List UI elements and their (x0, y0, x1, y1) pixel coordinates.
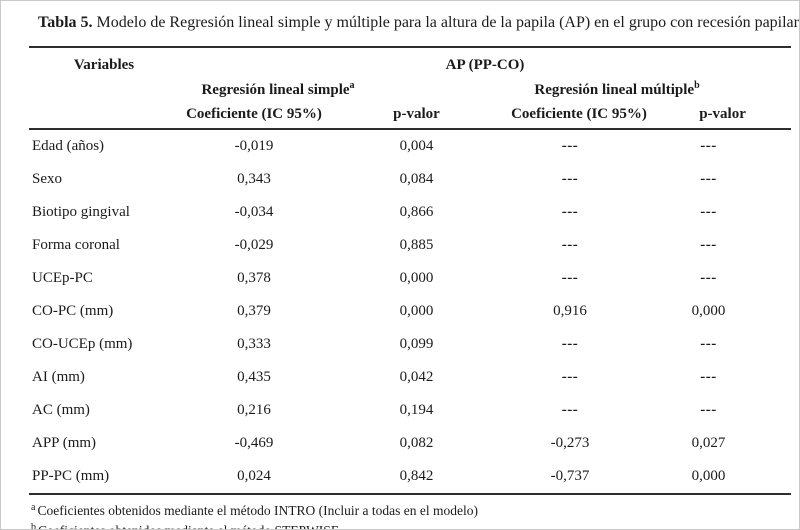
simple-pvalue-cell: 0,082 (399, 435, 434, 451)
simple-pvalue-cell: 0,000 (399, 303, 434, 319)
simple-coef-cell: 0,378 (237, 270, 271, 286)
empty-header-cell (29, 102, 179, 129)
footnote-a: a Coeficientes obtenidos mediante el méto… (31, 501, 799, 519)
table-title-label: Tabla 5. (38, 14, 93, 31)
col-header-pvalue-multiple: p-valor (699, 105, 746, 122)
table-row-ai: AI (mm) 0,435 0,042 --- --- (29, 361, 791, 394)
table-row-sexo: Sexo 0,343 0,084 --- --- (29, 163, 791, 196)
multiple-pvalue-cell: --- (700, 369, 717, 385)
multiple-pvalue-cell: --- (700, 402, 717, 418)
variable-cell: CO-PC (mm) (32, 303, 114, 319)
group-header-simple: Regresión lineal simplea (179, 78, 504, 102)
variable-cell: AC (mm) (32, 402, 90, 418)
simple-coef-cell: 0,216 (237, 402, 271, 418)
simple-pvalue-cell: 0,042 (399, 369, 434, 385)
multiple-pvalue-cell: 0,027 (691, 435, 726, 451)
simple-pvalue-cell: 0,866 (399, 204, 434, 220)
table-header: Variables AP (PP-CO) Regresión lineal si… (29, 47, 792, 129)
variable-cell: PP-PC (mm) (32, 468, 110, 484)
simple-coef-cell: 0,379 (237, 303, 271, 319)
table-row-ucep-pc: UCEp-PC 0,378 0,000 --- --- (29, 262, 791, 295)
col-header-pvalue-simple: p-valor (393, 105, 440, 122)
simple-coef-cell: 0,333 (237, 336, 271, 352)
multiple-coef-cell: --- (561, 402, 579, 418)
footnote-a-sup: a (31, 501, 36, 513)
empty-header-cell (29, 78, 179, 102)
multiple-coef-cell: --- (561, 369, 579, 385)
group-header-simple-label: Regresión lineal simple (201, 81, 350, 98)
simple-coef-cell: 0,435 (237, 369, 271, 385)
variable-cell: Edad (años) (32, 138, 105, 154)
variable-cell: CO-UCEp (mm) (32, 336, 133, 352)
simple-pvalue-cell: 0,885 (399, 237, 434, 253)
multiple-pvalue-cell: 0,000 (691, 303, 726, 319)
multiple-coef-cell: --- (561, 237, 579, 253)
group-header-multiple-label: Regresión lineal múltiple (534, 81, 695, 98)
multiple-pvalue-cell: --- (700, 171, 717, 187)
table-row-edad: Edad (años) -0,019 0,004 --- --- (29, 129, 791, 163)
table-row-app: APP (mm) -0,469 0,082 -0,273 0,027 (29, 427, 791, 460)
variable-cell: Forma coronal (32, 237, 120, 253)
variable-cell: UCEp-PC (32, 270, 93, 286)
simple-pvalue-cell: 0,842 (399, 468, 434, 484)
multiple-pvalue-cell: --- (700, 237, 717, 253)
footnote-b-sup: b (31, 521, 36, 530)
group-header-multiple-sup: b (694, 79, 700, 91)
variable-cell: APP (mm) (32, 435, 97, 451)
table-row-forma-coronal: Forma coronal -0,029 0,885 --- --- (29, 229, 791, 262)
group-header-multiple: Regresión lineal múltipleb (504, 78, 791, 102)
footnotes: a Coeficientes obtenidos mediante el méto… (31, 501, 799, 530)
multiple-coef-cell: --- (561, 171, 579, 187)
multiple-coef-cell: --- (561, 138, 579, 154)
multiple-coef-cell: --- (561, 204, 579, 220)
footnote-b-text: Coeficientes obtenidos mediante el métod… (38, 523, 339, 529)
table-title-text: Modelo de Regresión lineal simple y múlt… (92, 14, 799, 31)
multiple-pvalue-cell: --- (700, 138, 717, 154)
footnote-b: bCoeficientes obtenidos mediante el méto… (31, 521, 799, 530)
simple-coef-cell: 0,343 (237, 171, 271, 187)
simple-pvalue-cell: 0,004 (399, 138, 434, 154)
simple-coef-cell: 0,024 (237, 468, 271, 484)
multiple-pvalue-cell: --- (700, 204, 717, 220)
footnote-a-text: Coeficientes obtenidos mediante el métod… (37, 503, 478, 518)
col-header-coef-simple: Coeficiente (IC 95%) (186, 105, 322, 122)
simple-pvalue-cell: 0,099 (399, 336, 434, 352)
table-row-ac: AC (mm) 0,216 0,194 --- --- (29, 394, 791, 427)
span-header-ap-pp-co: AP (PP-CO) (445, 56, 525, 73)
multiple-coef-cell: --- (561, 270, 579, 286)
table-row-pp-pc: PP-PC (mm) 0,024 0,842 -0,737 0,000 (29, 460, 791, 494)
simple-coef-cell: -0,029 (234, 237, 274, 253)
variable-cell: Biotipo gingival (32, 204, 130, 220)
variable-cell: Sexo (32, 171, 62, 187)
simple-coef-cell: -0,469 (234, 435, 274, 451)
multiple-coef-cell: -0,737 (550, 468, 590, 484)
header-row-1: Variables AP (PP-CO) (29, 47, 791, 78)
table-title: Tabla 5. Modelo de Regresión lineal simp… (38, 13, 799, 33)
group-header-simple-sup: a (349, 79, 355, 91)
multiple-pvalue-cell: --- (700, 270, 717, 286)
simple-pvalue-cell: 0,000 (399, 270, 434, 286)
multiple-coef-cell: --- (561, 336, 579, 352)
multiple-pvalue-cell: --- (700, 336, 717, 352)
variable-cell: AI (mm) (32, 369, 85, 385)
simple-pvalue-cell: 0,194 (399, 402, 434, 418)
table-body: Edad (años) -0,019 0,004 --- --- Sexo 0,… (29, 129, 792, 494)
col-header-coef-multiple: Coeficiente (IC 95%) (511, 105, 647, 122)
multiple-coef-cell: 0,916 (553, 303, 587, 319)
regression-table: Variables AP (PP-CO) Regresión lineal si… (29, 46, 792, 495)
multiple-pvalue-cell: 0,000 (691, 468, 726, 484)
table-row-co-ucep: CO-UCEp (mm) 0,333 0,099 --- --- (29, 328, 791, 361)
multiple-coef-cell: -0,273 (550, 435, 590, 451)
simple-coef-cell: -0,034 (234, 204, 274, 220)
header-row-3: Coeficiente (IC 95%) p-valor Coeficiente… (29, 102, 791, 129)
simple-coef-cell: -0,019 (234, 138, 274, 154)
table-row-co-pc: CO-PC (mm) 0,379 0,000 0,916 0,000 (29, 295, 791, 328)
header-row-2: Regresión lineal simplea Regresión linea… (29, 78, 791, 102)
table-row-biotipo-gingival: Biotipo gingival -0,034 0,866 --- --- (29, 196, 791, 229)
simple-pvalue-cell: 0,084 (399, 171, 434, 187)
variables-header: Variables (73, 56, 135, 73)
